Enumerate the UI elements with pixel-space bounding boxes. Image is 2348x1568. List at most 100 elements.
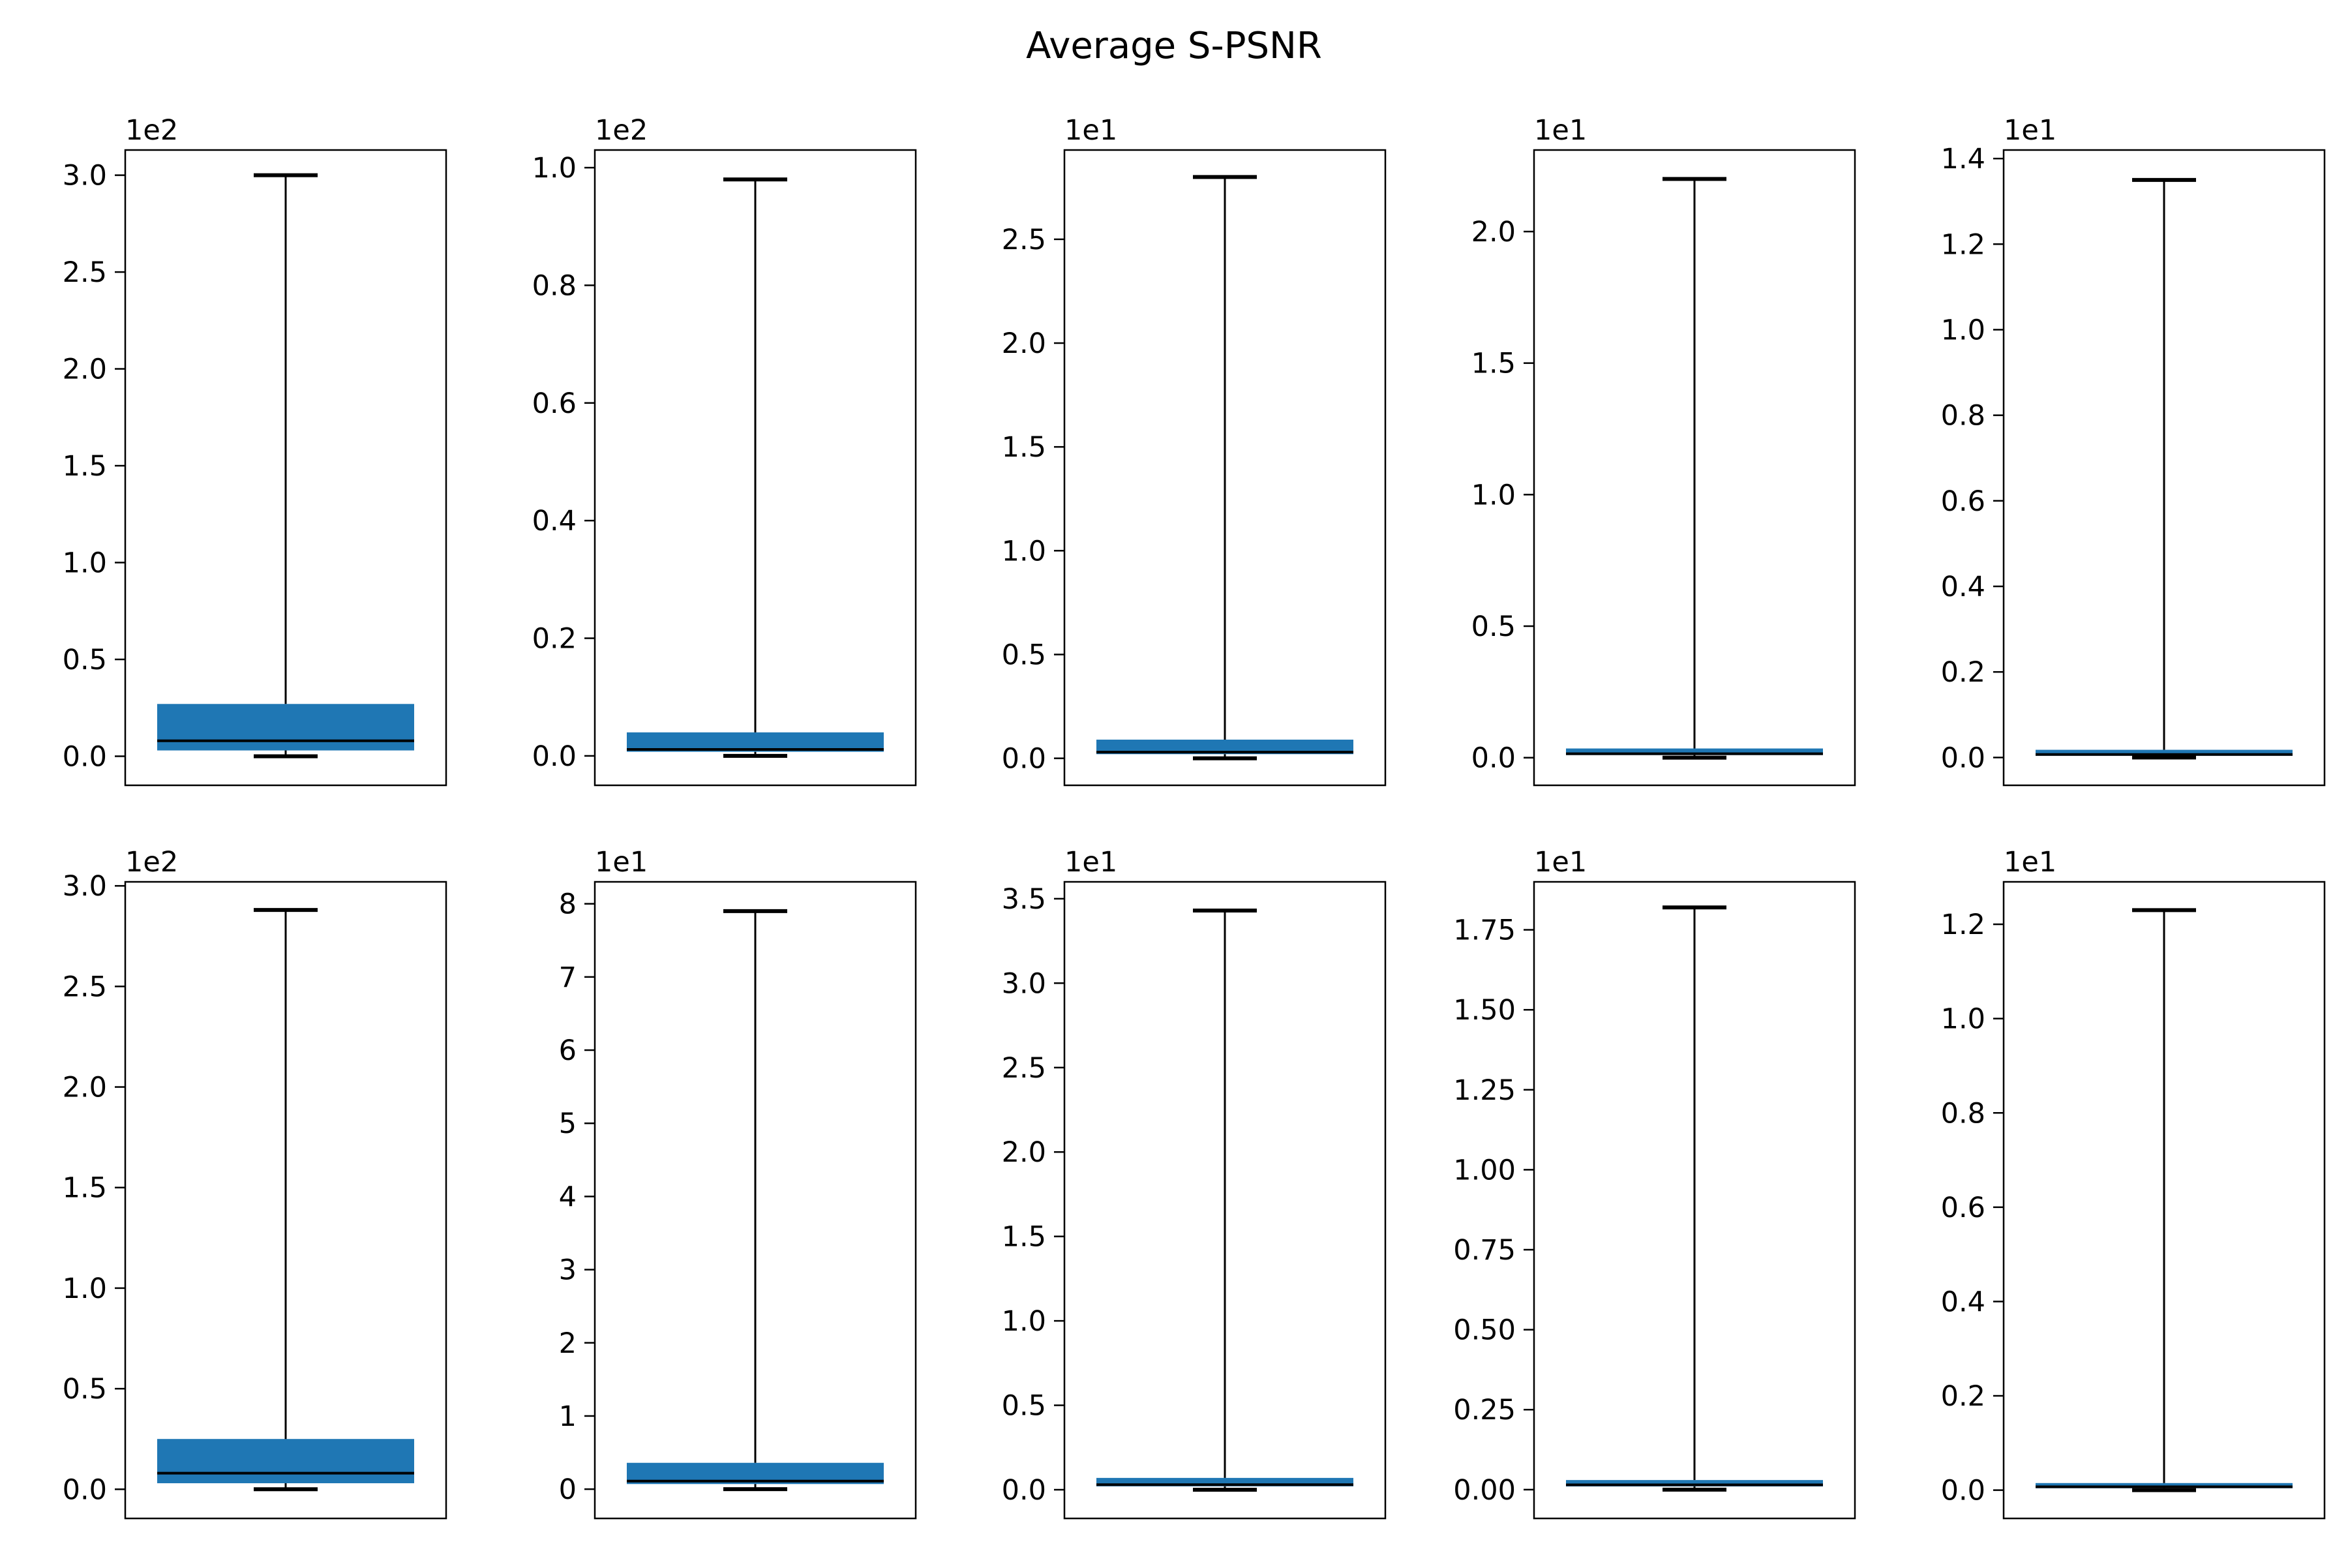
y-tick-label: 0.4 bbox=[1941, 571, 1985, 603]
y-tick-label: 0.5 bbox=[63, 1373, 107, 1406]
axes-frame bbox=[124, 149, 447, 787]
y-tick-label: 8 bbox=[559, 888, 577, 921]
y-tick-label: 1.25 bbox=[1453, 1074, 1516, 1107]
offset-label: 1e2 bbox=[595, 114, 648, 147]
box-iqr bbox=[1566, 1480, 1823, 1486]
y-tick-label: 5 bbox=[559, 1108, 577, 1140]
axes-frame bbox=[1533, 149, 1856, 787]
y-tick-label: 0.5 bbox=[1471, 611, 1516, 643]
y-tick-label: 6 bbox=[559, 1034, 577, 1067]
y-tick-label: 1.2 bbox=[1941, 228, 1985, 261]
offset-label: 1e1 bbox=[1064, 114, 1117, 147]
y-tick-label: 2.0 bbox=[63, 354, 107, 386]
y-tick-label: 2.5 bbox=[63, 256, 107, 289]
y-tick-label: 2 bbox=[559, 1327, 577, 1360]
subplot-r2-c2: 0 1 2 3 4 5 6 7 8 1e1 bbox=[559, 846, 917, 1520]
offset-label: 1e1 bbox=[1534, 846, 1587, 879]
y-tick-label: 0.5 bbox=[1002, 1390, 1046, 1423]
axes-frame bbox=[594, 149, 917, 787]
y-tick-label: 3.5 bbox=[1002, 883, 1046, 916]
subplot-r1-c2: 0.0 0.2 0.4 0.6 0.8 1.0 1e2 bbox=[532, 114, 917, 787]
y-tick-label: 2.0 bbox=[1002, 327, 1046, 360]
subplot-r1-c3: 0.0 0.5 1.0 1.5 2.0 2.5 1e1 bbox=[1002, 114, 1387, 787]
y-tick-label: 1.50 bbox=[1453, 994, 1516, 1027]
y-tick-label: 2.0 bbox=[63, 1072, 107, 1104]
subplot-r2-c1: 0.0 0.5 1.0 1.5 2.0 2.5 3.0 1e2 bbox=[63, 846, 447, 1520]
y-tick-label: 0.0 bbox=[63, 740, 107, 773]
y-tick-label: 1 bbox=[559, 1400, 577, 1433]
y-tick-label: 1.5 bbox=[1002, 1221, 1046, 1254]
y-tick-label: 3 bbox=[559, 1254, 577, 1287]
y-tick-label: 1.0 bbox=[63, 547, 107, 580]
y-tick-label: 0.8 bbox=[1941, 1097, 1985, 1130]
y-tick-label: 1.00 bbox=[1453, 1154, 1516, 1186]
subplot-r1-c4: 0.0 0.5 1.0 1.5 2.0 1e1 bbox=[1471, 114, 1856, 787]
axes-frame bbox=[594, 881, 917, 1520]
offset-label: 1e1 bbox=[1534, 114, 1587, 147]
offset-label: 1e1 bbox=[2004, 846, 2056, 879]
y-tick-label: 0.2 bbox=[532, 623, 577, 656]
y-tick-label: 0.6 bbox=[1941, 485, 1985, 518]
y-tick-label: 0.00 bbox=[1453, 1474, 1516, 1507]
y-tick-label: 0 bbox=[559, 1473, 577, 1506]
y-tick-label: 0.6 bbox=[1941, 1192, 1985, 1224]
y-tick-label: 0.0 bbox=[63, 1473, 107, 1506]
box-iqr bbox=[157, 1439, 414, 1484]
y-tick-label: 0.2 bbox=[1941, 656, 1985, 689]
y-tick-label: 3.0 bbox=[63, 870, 107, 903]
y-tick-label: 0.25 bbox=[1453, 1394, 1516, 1426]
y-tick-label: 0.50 bbox=[1453, 1314, 1516, 1347]
y-tick-label: 1.5 bbox=[1471, 348, 1516, 380]
offset-label: 1e1 bbox=[2004, 114, 2056, 147]
y-tick-label: 1.0 bbox=[1941, 1003, 1985, 1036]
offset-label: 1e2 bbox=[125, 846, 178, 879]
offset-label: 1e2 bbox=[125, 114, 178, 147]
y-tick-label: 0.5 bbox=[63, 644, 107, 676]
y-tick-label: 0.4 bbox=[1941, 1286, 1985, 1318]
y-tick-label: 2.5 bbox=[63, 971, 107, 1003]
subplot-r1-c1: 0.0 0.5 1.0 1.5 2.0 2.5 3.0 1e2 bbox=[63, 114, 447, 787]
box-iqr bbox=[1566, 748, 1823, 755]
offset-label: 1e1 bbox=[595, 846, 648, 879]
subplot-r2-c4: 0.00 0.25 0.50 0.75 1.00 1.25 1.50 1.75 1e1 bbox=[1453, 846, 1856, 1520]
y-tick-label: 0.2 bbox=[1941, 1380, 1985, 1413]
y-tick-label: 4 bbox=[559, 1181, 577, 1213]
y-tick-label: 0.6 bbox=[532, 387, 577, 420]
y-tick-label: 1.0 bbox=[532, 152, 577, 185]
y-tick-label: 0.0 bbox=[1471, 742, 1516, 775]
y-tick-label: 2.5 bbox=[1002, 1052, 1046, 1085]
y-tick-label: 1.5 bbox=[63, 1172, 107, 1205]
offset-label: 1e1 bbox=[1064, 846, 1117, 879]
y-tick-label: 2.0 bbox=[1002, 1136, 1046, 1169]
y-tick-label: 1.0 bbox=[1941, 314, 1985, 346]
y-tick-label: 1.5 bbox=[1002, 431, 1046, 464]
axes-frame bbox=[2002, 881, 2326, 1520]
y-tick-label: 1.5 bbox=[63, 450, 107, 483]
y-tick-label: 0.8 bbox=[532, 269, 577, 302]
axes-frame bbox=[1063, 881, 1387, 1520]
axes-frame bbox=[2002, 149, 2326, 787]
y-tick-label: 0.0 bbox=[1941, 1475, 1985, 1507]
y-tick-label: 1.0 bbox=[1002, 1305, 1046, 1338]
y-tick-label: 1.0 bbox=[1002, 535, 1046, 567]
y-tick-label: 0.0 bbox=[1002, 1474, 1046, 1507]
box-iqr bbox=[2036, 749, 2293, 756]
y-tick-label: 0.0 bbox=[1002, 743, 1046, 776]
y-tick-label: 1.0 bbox=[1471, 479, 1516, 511]
y-tick-label: 3.0 bbox=[63, 160, 107, 192]
box-iqr bbox=[1096, 739, 1353, 755]
y-tick-label: 1.2 bbox=[1941, 909, 1985, 941]
axes-frame bbox=[1063, 149, 1387, 787]
box-iqr bbox=[157, 704, 414, 751]
y-tick-label: 0.4 bbox=[532, 505, 577, 537]
y-tick-label: 3.0 bbox=[1002, 967, 1046, 1000]
axes-frame bbox=[1533, 881, 1856, 1520]
y-tick-label: 0.8 bbox=[1941, 400, 1985, 432]
subplot-r2-c5: 0.0 0.2 0.4 0.6 0.8 1.0 1.2 1e1 bbox=[1941, 846, 2326, 1520]
y-tick-label: 0.0 bbox=[532, 740, 577, 773]
axes-frame bbox=[124, 881, 447, 1520]
y-tick-label: 2.5 bbox=[1002, 224, 1046, 256]
y-tick-label: 0.75 bbox=[1453, 1234, 1516, 1267]
y-tick-label: 1.0 bbox=[63, 1273, 107, 1305]
